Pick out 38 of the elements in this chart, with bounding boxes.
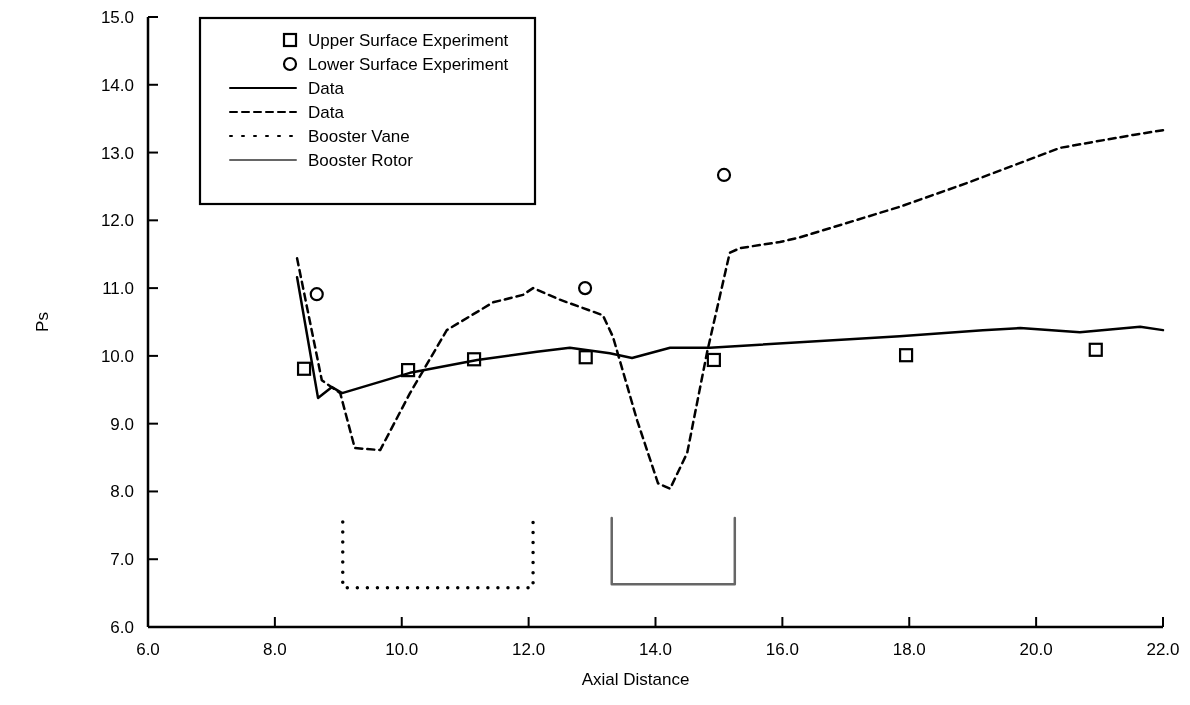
point (1088, 342, 1103, 357)
point (296, 361, 312, 376)
y-tick-label: 11.0 (102, 279, 134, 299)
y-tick-label: 8.0 (110, 482, 134, 502)
y-tick-label: 6.0 (110, 617, 134, 637)
y-tick-label: 9.0 (110, 414, 134, 434)
point (578, 350, 593, 365)
x-tick-label: 6.0 (136, 640, 160, 659)
x-tick-label: 12.0 (512, 640, 546, 659)
line-series (295, 128, 1165, 490)
x-tick-label: 8.0 (263, 640, 287, 659)
y-axis-title: Ps (33, 312, 52, 332)
legend-label: Booster Rotor (308, 150, 414, 170)
point (309, 287, 324, 302)
y-tick-label: 13.0 (100, 143, 134, 163)
legend-label: Booster Vane (308, 126, 410, 146)
y-tick-label: 12.0 (100, 211, 134, 231)
legend-label: Upper Surface Experiment (308, 30, 509, 50)
point (898, 348, 914, 363)
x-tick-label: 20.0 (1019, 640, 1053, 659)
y-tick-label: 10.0 (100, 346, 134, 366)
y-tick-label: 14.0 (100, 75, 134, 95)
point (400, 363, 416, 378)
legend-label: Data (308, 78, 345, 98)
legend-label: Lower Surface Experiment (308, 54, 509, 74)
point (716, 167, 732, 183)
y-tick-label: 15.0 (100, 7, 134, 27)
point (466, 352, 482, 367)
point (577, 281, 593, 296)
x-axis-title: Axial Distance (581, 670, 690, 689)
x-tick-label: 14.0 (638, 640, 673, 659)
x-tick-label: 16.0 (765, 640, 799, 659)
x-tick-label: 10.0 (385, 640, 419, 659)
legend-label: Data (308, 102, 345, 122)
x-tick-label: 18.0 (892, 640, 926, 659)
x-tick-label: 22.0 (1146, 640, 1180, 659)
point (706, 352, 721, 368)
y-tick-label: 7.0 (110, 550, 134, 570)
